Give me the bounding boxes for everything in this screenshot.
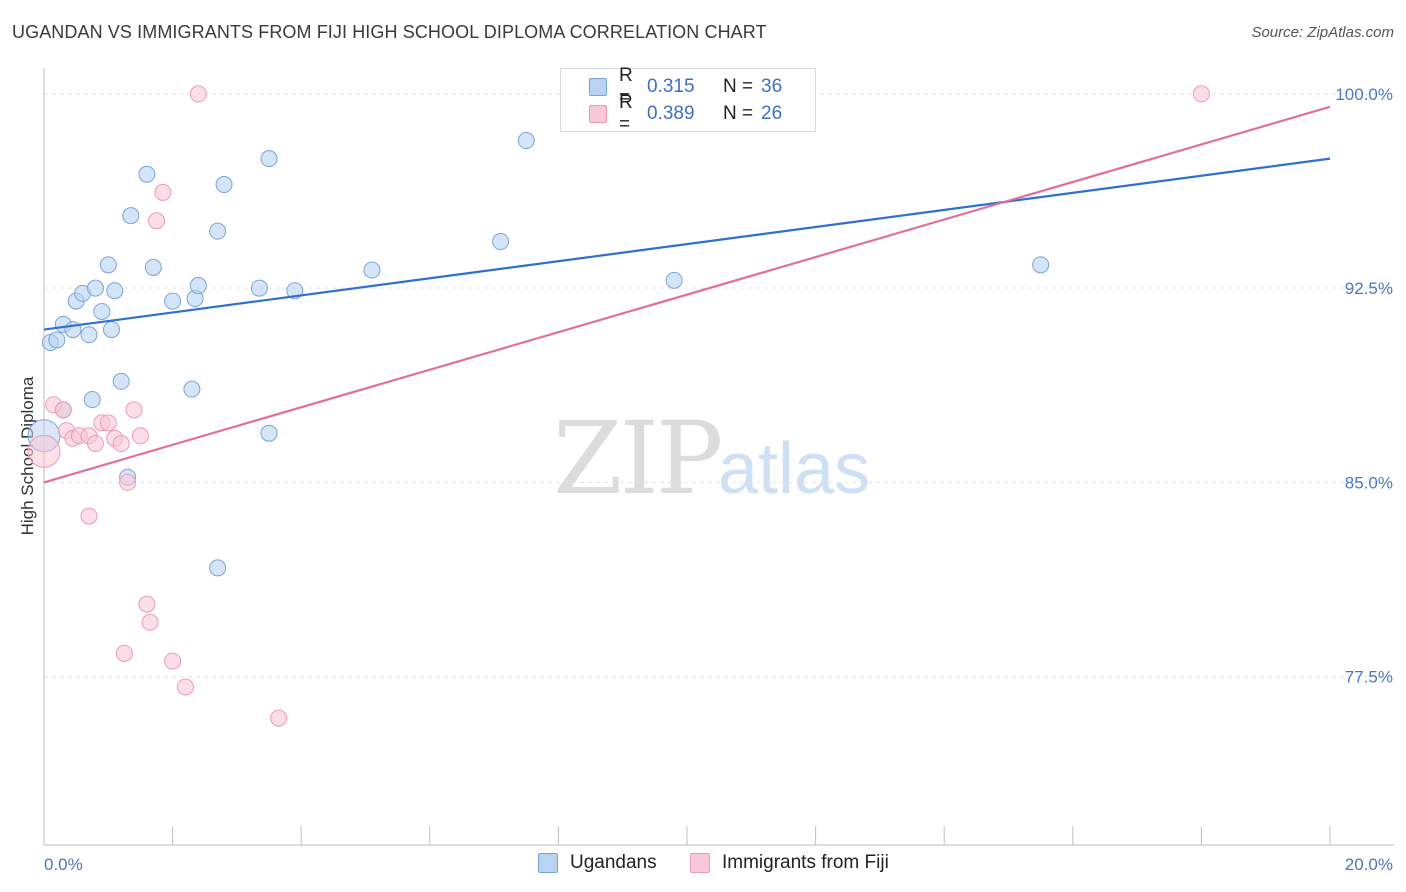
data-point-ugandans — [215, 176, 233, 194]
legend-n-value: 36 — [761, 76, 783, 97]
legend-r-value: 0.389 — [647, 103, 695, 124]
data-point-fiji — [131, 427, 149, 445]
data-point-ugandans — [183, 380, 201, 398]
y-tick-label: 77.5% — [1345, 668, 1393, 687]
data-point-fiji — [138, 595, 156, 613]
data-point-ugandans — [209, 559, 227, 577]
legend-n-label: N = — [723, 76, 754, 97]
data-point-fiji — [54, 401, 72, 419]
data-point-ugandans — [103, 321, 121, 339]
data-point-fiji — [141, 613, 159, 631]
legend-swatch-ugandans — [589, 78, 607, 96]
data-point-fiji — [164, 652, 182, 670]
data-point-fiji — [99, 414, 117, 432]
trend-line-ugandans — [43, 157, 1331, 331]
series-name-ugandans: Ugandans — [570, 852, 657, 873]
data-point-fiji — [270, 709, 288, 727]
data-point-ugandans — [83, 391, 101, 409]
legend-row-ugandans: R = 0.315 N = 36 — [561, 65, 783, 108]
y-tick-label: 85.0% — [1345, 473, 1393, 492]
data-point-fiji — [115, 644, 133, 662]
data-point-ugandans — [106, 282, 124, 300]
data-point-fiji — [154, 183, 172, 201]
series-swatch-fiji — [690, 853, 710, 873]
legend-n-label: N = — [723, 103, 754, 124]
legend-swatch-fiji — [589, 105, 607, 123]
data-point-ugandans — [260, 150, 278, 168]
watermark-zip: ZIP — [553, 400, 723, 517]
series-legend: Ugandans Immigrants from Fiji — [0, 852, 1406, 878]
data-point-ugandans — [209, 222, 227, 240]
data-point-ugandans — [144, 258, 162, 276]
series-legend-ugandans: Ugandans — [538, 852, 657, 874]
data-point-ugandans — [250, 279, 268, 297]
data-point-fiji — [1192, 85, 1210, 103]
legend-r-label: R = — [619, 65, 633, 108]
data-point-fiji — [80, 507, 98, 525]
data-point-fiji — [27, 434, 61, 468]
watermark-atlas: atlas — [718, 429, 871, 509]
data-point-fiji — [176, 678, 194, 696]
legend-row-fiji: R = 0.389 N = 26 — [561, 92, 783, 135]
data-point-fiji — [119, 473, 137, 491]
data-point-ugandans — [189, 277, 207, 295]
data-point-ugandans — [363, 261, 381, 279]
data-point-ugandans — [260, 424, 278, 442]
x-tick-label: 0.0% — [44, 855, 83, 874]
y-tick-label: 100.0% — [1335, 85, 1393, 104]
data-point-ugandans — [99, 256, 117, 274]
y-tick-label: 92.5% — [1345, 279, 1393, 298]
data-point-fiji — [125, 401, 143, 419]
data-point-ugandans — [1032, 256, 1050, 274]
data-point-ugandans — [122, 207, 140, 225]
legend-r-value: 0.315 — [647, 76, 695, 97]
series-legend-fiji: Immigrants from Fiji — [690, 852, 889, 874]
trend-line-fiji — [43, 105, 1331, 484]
data-point-ugandans — [48, 331, 66, 349]
data-point-ugandans — [112, 372, 130, 390]
stats-legend: R = 0.315 N = 36 R = 0.389 N = 26 — [560, 65, 816, 135]
data-point-ugandans — [80, 326, 98, 344]
data-point-ugandans — [86, 279, 104, 297]
data-point-fiji — [148, 212, 166, 230]
chart-title: UGANDAN VS IMMIGRANTS FROM FIJI HIGH SCH… — [12, 22, 767, 42]
x-tick-label: 20.0% — [1345, 855, 1393, 874]
data-point-fiji — [112, 435, 130, 453]
data-point-ugandans — [665, 271, 683, 289]
series-swatch-ugandans — [538, 853, 558, 873]
data-point-ugandans — [164, 292, 182, 310]
legend-n-value: 26 — [761, 103, 783, 124]
data-point-fiji — [189, 85, 207, 103]
data-point-fiji — [86, 435, 104, 453]
data-point-ugandans — [93, 302, 111, 320]
legend-r-label: R = — [619, 92, 633, 135]
data-point-ugandans — [517, 132, 535, 150]
data-point-ugandans — [492, 233, 510, 251]
source-credit: Source: ZipAtlas.com — [1251, 24, 1394, 41]
data-point-ugandans — [138, 165, 156, 183]
series-name-fiji: Immigrants from Fiji — [722, 852, 889, 873]
